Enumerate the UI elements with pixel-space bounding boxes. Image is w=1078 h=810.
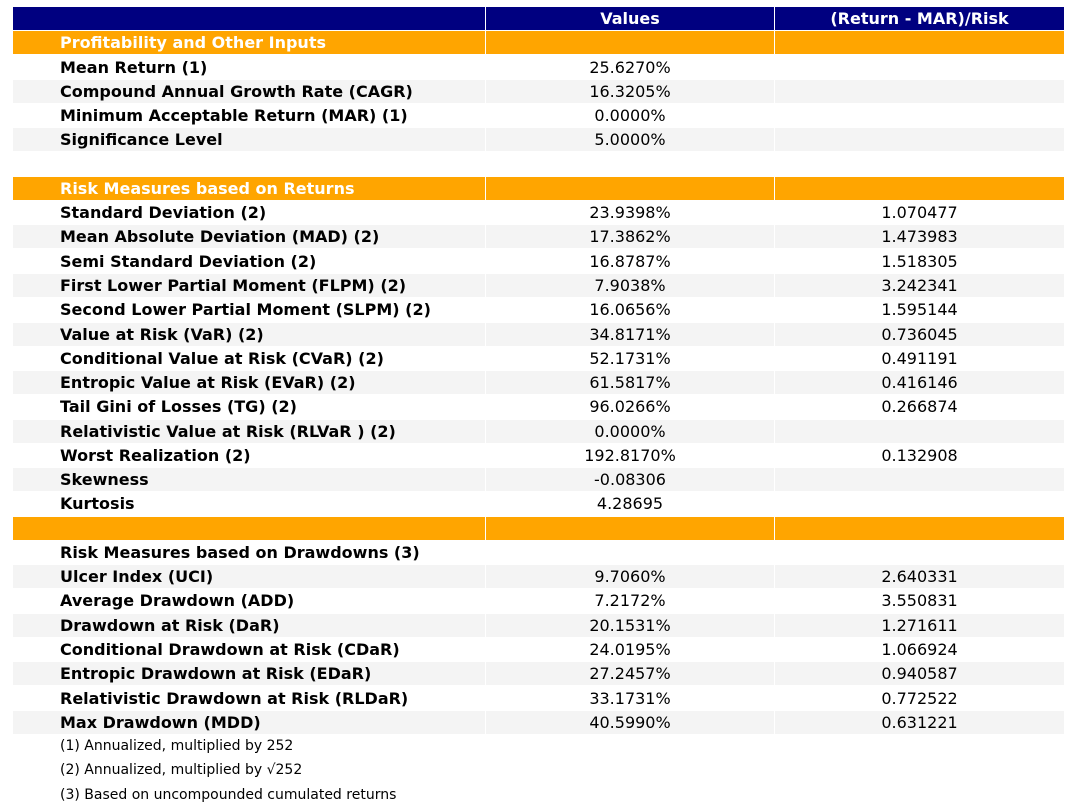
row-ratio: 0.772522 (881, 688, 958, 708)
row-value: 61.5817% (486, 371, 774, 395)
row-ratio: 1.066924 (881, 640, 958, 660)
row-label: Mean Return (1) (60, 57, 208, 77)
row-label: Max Drawdown (MDD) (13, 710, 485, 734)
row-ratio (775, 104, 1064, 127)
row-label: Mean Absolute Deviation (MAD) (2) (13, 225, 485, 249)
row-label: Compound Annual Growth Rate (CAGR) (13, 79, 485, 103)
row-value: -0.08306 (486, 468, 774, 492)
row-value: 40.5990% (486, 710, 774, 734)
row-ratio: 0.631221 (775, 710, 1064, 734)
row-ratio: 3.550831 (881, 591, 958, 611)
row-value: 5.0000% (486, 128, 774, 152)
row-label: Relativistic Value at Risk (RLVaR ) (2) (13, 419, 485, 443)
header-cell: (Return - MAR)/Risk (775, 7, 1064, 30)
section-band (775, 31, 1064, 55)
row-label: Skewness (13, 468, 485, 492)
row-ratio (775, 56, 1064, 79)
row-value: 17.3862% (486, 225, 774, 249)
row-ratio: 0.736045 (775, 322, 1064, 346)
row-label: Second Lower Partial Moment (SLPM) (2) (60, 300, 431, 320)
section-title: Risk Measures based on Drawdowns (3) (60, 542, 420, 562)
row-value: 25.6270% (589, 57, 671, 77)
row-value: 192.8170% (584, 445, 676, 465)
row-label: Kurtosis (60, 494, 135, 514)
section-title: Risk Measures based on Returns (13, 176, 485, 200)
row-value: 23.9398% (589, 203, 671, 223)
row-label: Entropic Drawdown at Risk (EDaR) (13, 662, 485, 686)
row-value: 16.3205% (486, 79, 774, 103)
row-ratio: 0.940587 (775, 662, 1064, 686)
row-value: 27.2457% (486, 662, 774, 686)
row-value: 7.2172% (594, 591, 666, 611)
row-label: Value at Risk (VaR) (2) (13, 322, 485, 346)
row-ratio: 0.491191 (881, 348, 958, 368)
row-value: 7.9038% (486, 273, 774, 297)
row-ratio (775, 79, 1064, 103)
row-label: Drawdown at Risk (DaR) (13, 613, 485, 637)
row-value: 4.28695 (596, 494, 664, 514)
row-label: Conditional Value at Risk (CVaR) (2) (60, 348, 384, 368)
row-ratio: 1.518305 (881, 251, 958, 271)
row-ratio: 0.266874 (881, 397, 958, 417)
row-value: 16.8787% (589, 251, 671, 271)
row-value: 34.8171% (486, 322, 774, 346)
section-title: Profitability and Other Inputs (13, 31, 485, 55)
row-label: Tail Gini of Losses (TG) (2) (60, 397, 297, 417)
row-value: 96.0266% (589, 397, 671, 417)
row-ratio (775, 128, 1064, 152)
row-ratio: 2.640331 (775, 565, 1064, 589)
row-value: 16.0656% (589, 300, 671, 320)
row-label: Entropic Value at Risk (EVaR) (2) (13, 371, 485, 395)
row-value: 52.1731% (589, 348, 671, 368)
row-value: 24.0195% (589, 640, 671, 660)
separator-band (486, 516, 774, 540)
row-value: 33.1731% (589, 688, 671, 708)
separator-band (775, 516, 1064, 540)
row-value: 0.0000% (594, 106, 666, 126)
row-label: Conditional Drawdown at Risk (CDaR) (60, 640, 400, 660)
row-ratio (775, 468, 1064, 492)
row-label: Standard Deviation (2) (60, 203, 267, 223)
row-label: Semi Standard Deviation (2) (60, 251, 317, 271)
row-ratio (775, 492, 1064, 515)
row-label: Average Drawdown (ADD) (60, 591, 295, 611)
row-ratio: 1.271611 (775, 613, 1064, 637)
row-value: 0.0000% (486, 419, 774, 443)
row-ratio: 1.070477 (881, 203, 958, 223)
row-label: First Lower Partial Moment (FLPM) (2) (13, 273, 485, 297)
row-label: Ulcer Index (UCI) (13, 565, 485, 589)
row-ratio: 1.473983 (775, 225, 1064, 249)
row-ratio: 1.595144 (881, 300, 958, 320)
footnote: (1) Annualized, multiplied by 252 (60, 738, 294, 755)
row-value: 9.7060% (486, 565, 774, 589)
header-cell (13, 7, 485, 30)
section-band (775, 176, 1064, 200)
header-cell: Values (486, 7, 774, 30)
row-ratio: 3.242341 (775, 273, 1064, 297)
row-label: Significance Level (13, 128, 485, 152)
section-band (486, 31, 774, 55)
row-ratio: 0.132908 (881, 445, 958, 465)
separator-band (13, 516, 485, 540)
row-label: Relativistic Drawdown at Risk (RLDaR) (60, 688, 409, 708)
row-label: Worst Realization (2) (60, 445, 251, 465)
row-ratio (775, 419, 1064, 443)
row-ratio: 0.416146 (775, 371, 1064, 395)
footnote: (2) Annualized, multiplied by √252 (60, 762, 303, 779)
row-label: Minimum Acceptable Return (MAR) (1) (60, 106, 408, 126)
footnote: (3) Based on uncompounded cumulated retu… (60, 786, 397, 803)
row-value: 20.1531% (486, 613, 774, 637)
section-band (486, 176, 774, 200)
